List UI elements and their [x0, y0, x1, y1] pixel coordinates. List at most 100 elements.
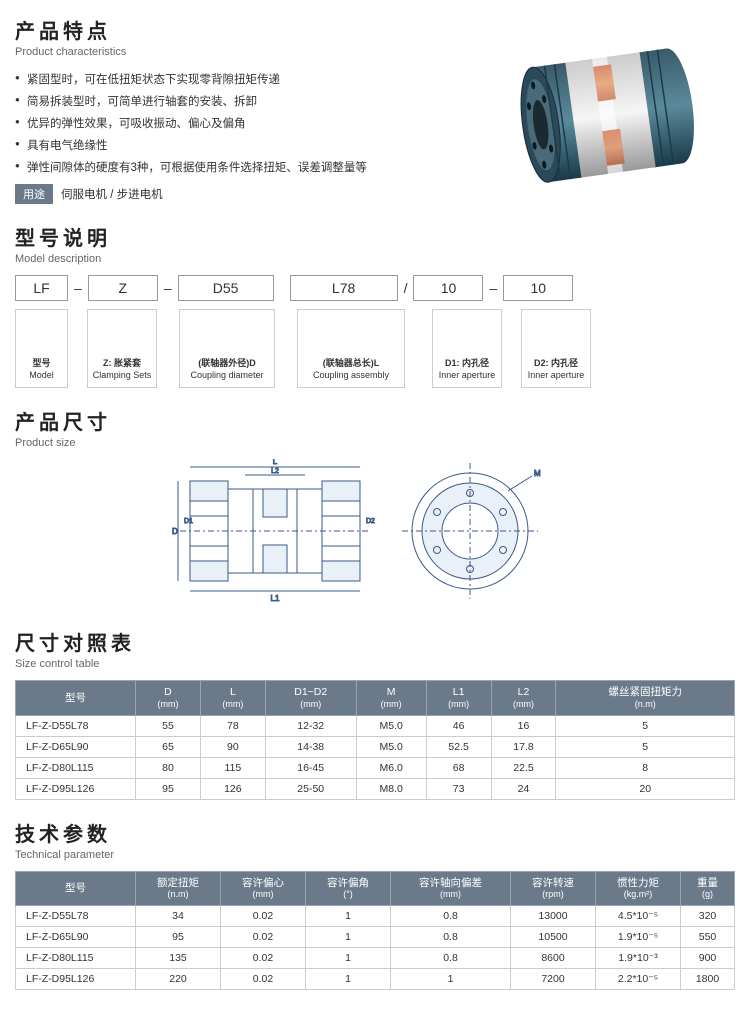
table-cell: LF-Z-D55L78 [16, 715, 136, 736]
model-desc-labels: 型号Model Z: 胀紧套Clamping Sets (联轴器外径)DCoup… [15, 309, 735, 388]
table-cell: 80 [136, 757, 201, 778]
table-cell: LF-Z-D55L78 [16, 906, 136, 927]
model-part: 10 [503, 275, 573, 301]
svg-text:L2: L2 [271, 468, 279, 475]
table-cell: 320 [681, 906, 735, 927]
model-code-row: LF – Z – D55 L78 / 10 – 10 [15, 275, 735, 301]
table-cell: 220 [136, 969, 221, 990]
table-cell: 16-45 [265, 757, 356, 778]
table-row: LF-Z-D80L1158011516-45M6.06822.58 [16, 757, 735, 778]
table-cell: 52.5 [426, 736, 491, 757]
table-header: D(mm) [136, 681, 201, 715]
table-cell: 78 [200, 715, 265, 736]
usage-tag: 用途 [15, 184, 53, 204]
table-cell: 65 [136, 736, 201, 757]
table-cell: 73 [426, 778, 491, 799]
table-cell: 95 [136, 778, 201, 799]
table-cell: 24 [491, 778, 556, 799]
table-header: 重量(g) [681, 871, 735, 905]
table-cell: 1 [306, 906, 391, 927]
model-desc-section: 型号说明 Model description LF – Z – D55 L78 … [15, 222, 735, 388]
table-cell: LF-Z-D65L90 [16, 736, 136, 757]
feature-item: 优异的弹性效果，可吸收振动、偏心及偏角 [15, 112, 735, 134]
table-row: LF-Z-D80L1151350.0210.886001.9*10⁻³900 [16, 948, 735, 969]
tech-table: 型号额定扭矩(n.m)容许偏心(mm)容许偏角(°)容许轴向偏差(mm)容许转速… [15, 871, 735, 990]
table-cell: 13000 [511, 906, 596, 927]
sizetable-title-zh: 尺寸对照表 [15, 627, 735, 656]
table-header: D1~D2(mm) [265, 681, 356, 715]
table-cell: LF-Z-D80L115 [16, 948, 136, 969]
table-cell: 7200 [511, 969, 596, 990]
table-cell: 4.5*10⁻⁵ [596, 906, 681, 927]
table-cell: 1 [306, 969, 391, 990]
table-cell: 25-50 [265, 778, 356, 799]
table-cell: 68 [426, 757, 491, 778]
table-cell: 1800 [681, 969, 735, 990]
size-title-zh: 产品尺寸 [15, 406, 735, 435]
feature-item: 简易拆装型时，可简单进行轴套的安装、拆卸 [15, 90, 735, 112]
table-row: LF-Z-D65L90950.0210.8105001.9*10⁻⁵550 [16, 927, 735, 948]
model-desc-box: D1: 内孔径Inner aperture [432, 309, 502, 388]
table-cell: 1.9*10⁻⁵ [596, 927, 681, 948]
table-cell: 115 [200, 757, 265, 778]
table-cell: 0.8 [391, 948, 511, 969]
table-cell: LF-Z-D95L126 [16, 969, 136, 990]
model-part: L78 [290, 275, 398, 301]
tech-table-section: 技术参数 Technical parameter 型号额定扭矩(n.m)容许偏心… [15, 818, 735, 990]
table-cell: 1 [391, 969, 511, 990]
size-table-section: 尺寸对照表 Size control table 型号D(mm)L(mm)D1~… [15, 627, 735, 799]
size-title-en: Product size [15, 437, 735, 449]
table-header: 惯性力矩(kg.m²) [596, 871, 681, 905]
tech-title-zh: 技术参数 [15, 818, 735, 847]
table-cell: 0.8 [391, 927, 511, 948]
model-desc-box: (联轴器总长)LCoupling assembly [297, 309, 405, 388]
table-cell: LF-Z-D95L126 [16, 778, 136, 799]
table-cell: 46 [426, 715, 491, 736]
table-header: 容许偏角(°) [306, 871, 391, 905]
table-cell: 95 [136, 927, 221, 948]
table-cell: 34 [136, 906, 221, 927]
model-desc-box: D2: 内孔径Inner aperture [521, 309, 591, 388]
technical-diagram: L L2 D D1 D2 [15, 459, 735, 609]
table-cell: 126 [200, 778, 265, 799]
model-desc-box: 型号Model [15, 309, 68, 388]
table-cell: 0.02 [221, 906, 306, 927]
table-header: 容许轴向偏差(mm) [391, 871, 511, 905]
table-header: M(mm) [356, 681, 426, 715]
table-header: 螺丝紧固扭矩力(n.m) [556, 681, 735, 715]
table-cell: 8600 [511, 948, 596, 969]
table-cell: M8.0 [356, 778, 426, 799]
table-cell: 900 [681, 948, 735, 969]
table-cell: 135 [136, 948, 221, 969]
svg-text:M: M [534, 469, 541, 478]
tech-title-en: Technical parameter [15, 849, 735, 861]
table-cell: 5 [556, 736, 735, 757]
table-header: L(mm) [200, 681, 265, 715]
table-cell: 0.02 [221, 969, 306, 990]
svg-text:D: D [172, 527, 178, 536]
table-cell: LF-Z-D80L115 [16, 757, 136, 778]
table-cell: 12-32 [265, 715, 356, 736]
feature-item: 紧固型时，可在低扭矩状态下实现零背隙扭矩传递 [15, 68, 735, 90]
table-cell: 22.5 [491, 757, 556, 778]
model-part: 10 [413, 275, 483, 301]
model-part: Z [88, 275, 158, 301]
svg-text:L1: L1 [271, 594, 280, 603]
table-cell: 20 [556, 778, 735, 799]
model-desc-box: Z: 胀紧套Clamping Sets [87, 309, 157, 388]
table-cell: 8 [556, 757, 735, 778]
table-cell: 90 [200, 736, 265, 757]
table-cell: M5.0 [356, 736, 426, 757]
table-header: 容许偏心(mm) [221, 871, 306, 905]
table-cell: M6.0 [356, 757, 426, 778]
product-size-section: 产品尺寸 Product size L L2 [15, 406, 735, 609]
table-header: 额定扭矩(n.m) [136, 871, 221, 905]
table-cell: 1.9*10⁻³ [596, 948, 681, 969]
features-list: 紧固型时，可在低扭矩状态下实现零背隙扭矩传递 简易拆装型时，可简单进行轴套的安装… [15, 68, 735, 178]
model-part: D55 [178, 275, 274, 301]
sizetable-title-en: Size control table [15, 658, 735, 670]
table-cell: 1 [306, 927, 391, 948]
table-cell: 10500 [511, 927, 596, 948]
table-cell: 5 [556, 715, 735, 736]
table-cell: 14-38 [265, 736, 356, 757]
